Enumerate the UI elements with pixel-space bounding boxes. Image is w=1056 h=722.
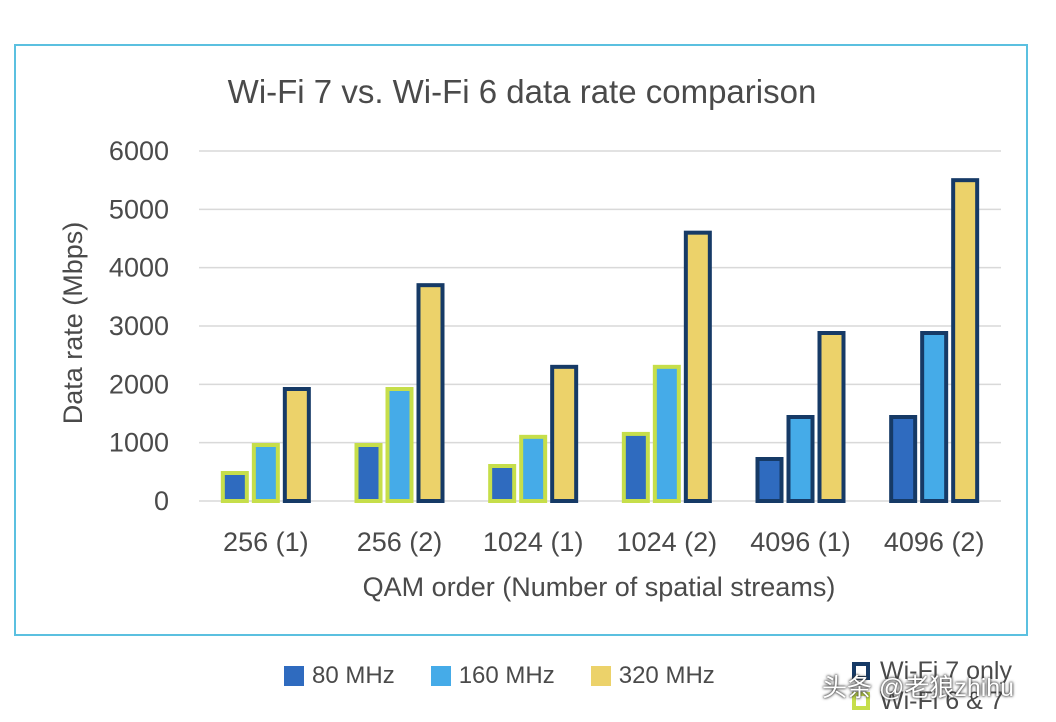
bar-320-mhz [683,230,712,504]
legend-label-160mhz: 160 MHz [458,662,555,689]
x-tick-label: 256 (2) [357,527,443,557]
chart-title: Wi-Fi 7 vs. Wi-Fi 6 data rate comparison [228,73,817,110]
y-tick-label: 3000 [109,311,169,341]
y-tick-label: 2000 [109,369,169,399]
bar-160-mhz [519,434,548,504]
series-legend: 80 MHz 160 MHz 320 MHz [284,662,751,690]
legend-label-wifi6-7: Wi-Fi 6 & 7 [880,686,1004,715]
bar-320-mhz [416,283,445,503]
bar-160-mhz [652,364,681,504]
x-tick-label: 4096 (1) [750,527,851,557]
y-tick-label: 1000 [109,428,169,458]
y-tick-label: 6000 [109,136,169,166]
y-tick-label: 5000 [109,194,169,224]
bar-160-mhz [251,443,280,503]
legend-label-320mhz: 320 MHz [618,662,715,689]
bar-80-mhz [755,457,784,503]
y-tick-label: 0 [154,486,169,516]
legend-label-wifi7-only: Wi-Fi 7 only [880,656,1012,685]
bar-80-mhz [889,415,918,503]
legend-swatch-320mhz [590,666,611,686]
bar-320-mhz [550,364,579,504]
bar-320-mhz [817,331,846,503]
legend-item-80mhz: 80 MHz [284,662,395,690]
x-tick-label: 4096 (2) [884,527,985,557]
legend-item-320mhz: 320 MHz [590,662,715,690]
bar-80-mhz [220,471,249,503]
bar-160-mhz [920,331,949,503]
x-tick-label: 1024 (2) [617,527,718,557]
watermark: 头条 @老狼zhihu [822,674,1015,702]
bar-160-mhz [786,415,815,503]
x-tick-label: 1024 (1) [483,527,584,557]
legend-swatch-160mhz [430,666,451,686]
bar-80-mhz [354,443,383,503]
chart-frame: Wi-Fi 7 vs. Wi-Fi 6 data rate comparison… [14,44,1028,636]
y-tick-label: 4000 [109,253,169,283]
x-axis-title: QAM order (Number of spatial streams) [363,572,836,602]
legend-item-wifi7-only: Wi-Fi 7 only [852,656,1012,686]
legend-item-wifi6-7: Wi-Fi 6 & 7 [852,686,1012,716]
bar-160-mhz [385,387,414,503]
bar-80-mhz [488,464,517,503]
legend-swatch-80mhz [284,666,304,686]
outline-legend: Wi-Fi 7 only Wi-Fi 6 & 7 [852,656,1012,716]
legend-outline-wifi6-7 [852,692,870,710]
x-tick-label: 256 (1) [223,527,309,557]
bar-80-mhz [621,431,650,503]
legend-item-160mhz: 160 MHz [430,662,555,690]
legend-label-80mhz: 80 MHz [312,662,395,689]
bar-320-mhz [282,387,311,503]
chart-svg: Wi-Fi 7 vs. Wi-Fi 6 data rate comparison… [58,73,1001,602]
bar-320-mhz [951,178,980,504]
y-axis-title: Data rate (Mbps) [58,222,88,425]
legend-outline-wifi7-only [852,662,870,680]
